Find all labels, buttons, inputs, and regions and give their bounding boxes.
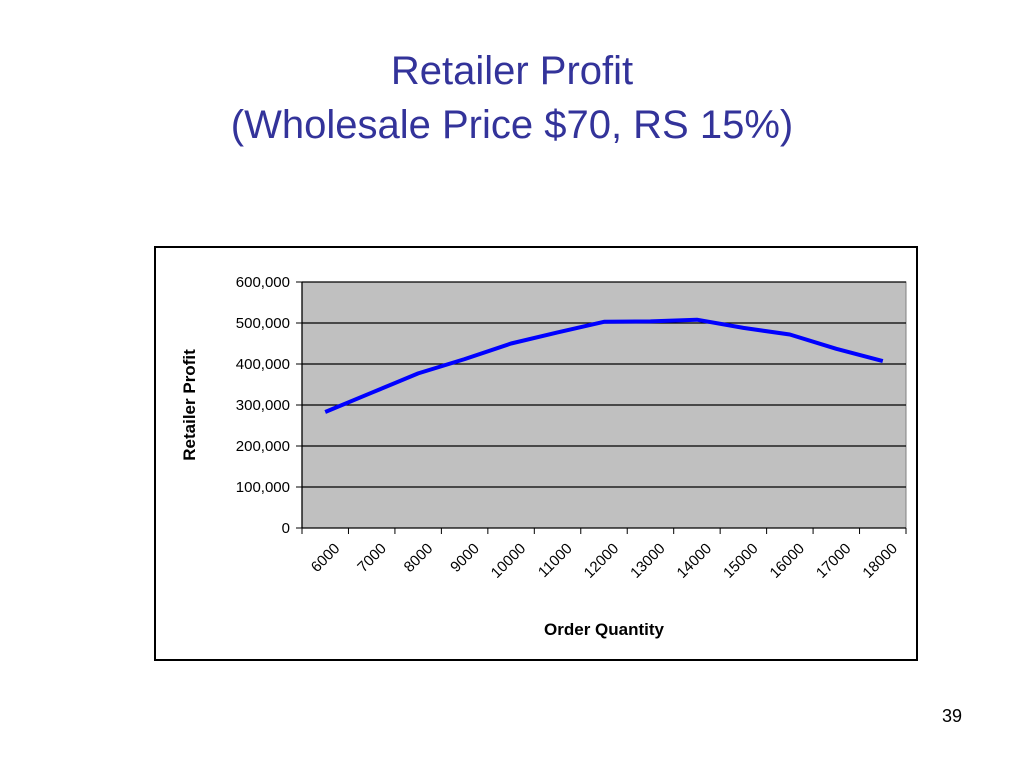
x-tick-label: 15000 [720,540,762,582]
line-chart: 0 100,000 200,000 300,000 400,000 500,000 600,… [180,274,907,639]
slide-title-line-1: Retailer Profit [390,49,634,93]
x-tick-label: 6000 [308,540,344,576]
page-number: 39 [941,706,962,726]
y-tick-label: 500,000 [236,315,290,332]
y-tick-label: 400,000 [236,356,290,373]
x-tick-label: 13000 [627,540,669,582]
slide-title: Retailer Profit (Wholesale Price $70, RS… [0,44,1024,152]
series-line [324,317,884,414]
x-tick-label: 14000 [674,540,716,582]
slide-title-line-2: (Wholesale Price $70, RS 15%) [230,103,794,147]
y-tick-label: 600,000 [236,274,290,291]
y-tick-label: 0 [282,520,290,537]
y-tick-label: 100,000 [236,479,290,496]
x-tick-label: 11000 [535,540,576,581]
x-tick-label: 8000 [401,540,437,576]
x-tick-label: 9000 [447,540,483,576]
x-tick-label: 7000 [354,540,390,576]
x-tick-label: 12000 [581,540,623,582]
y-axis-title: Retailer Profit [180,349,199,461]
x-tick-label: 16000 [767,540,809,582]
x-tick-label: 10000 [488,540,530,582]
x-tick-label: 18000 [859,540,901,582]
x-tick-label: 17000 [813,540,855,582]
y-tick-label: 200,000 [236,438,290,455]
chart-frame: 0 100,000 200,000 300,000 400,000 500,000 600,… [154,246,918,661]
x-axis-title: Order Quantity [544,620,665,639]
y-tick-label: 300,000 [236,397,290,414]
